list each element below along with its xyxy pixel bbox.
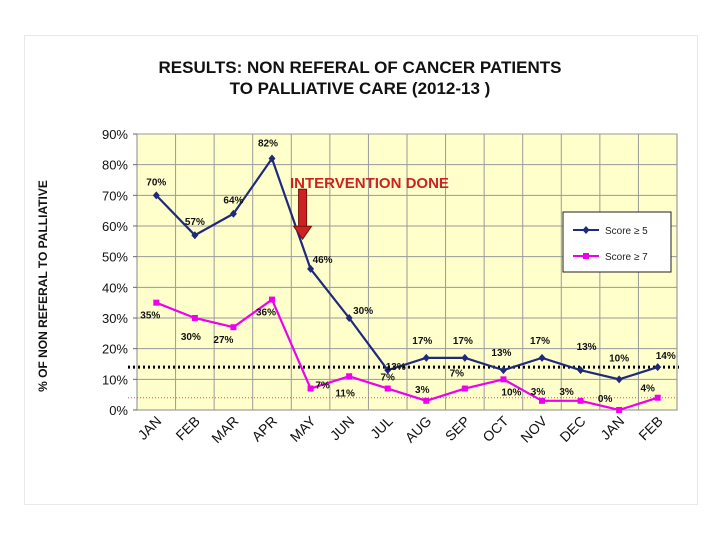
data-label: 3% [559,387,574,398]
data-label: 82% [258,139,278,150]
data-label: 14% [656,351,676,362]
data-label: 46% [313,255,333,266]
data-label: 13% [491,348,511,359]
data-point [423,397,430,404]
data-label: 17% [412,336,432,347]
series-line-score-7 [155,297,659,412]
data-point [345,314,353,322]
y-tick-label: 0% [109,403,128,418]
chart-title-line-2: TO PALLIATIVE CARE (2012-13 ) [229,79,491,98]
legend-marker [582,226,590,234]
data-label: 70% [146,177,166,188]
intervention-arrow-head [292,225,313,241]
legend-box [562,211,672,273]
data-point [539,397,545,404]
data-point [577,366,585,375]
y-tick-label: 40% [102,280,128,295]
data-point [229,209,237,218]
data-label: 13% [386,362,406,373]
data-label: 13% [577,342,597,353]
data-point [461,385,468,392]
chart-title-line-1: RESULTS: NON REFERAL OF CANCER PATIENTS [158,58,562,77]
data-label: 7% [380,373,395,384]
x-tick-label: DEC [556,413,588,445]
data-label: 57% [185,217,205,228]
x-tick-label: JUN [327,413,358,444]
data-point [616,407,623,413]
data-point [538,353,546,362]
x-tick-label: FEB [635,413,666,444]
data-label: 7% [315,381,330,392]
data-point [654,394,661,401]
data-point [615,375,623,384]
data-point [307,385,314,392]
data-label: 0% [598,394,613,405]
data-point [153,299,160,306]
annotation-text: INTERVENTION DONE [290,175,449,192]
y-tick-label: 80% [102,158,128,173]
legend-label: Score ≥ 5 [605,226,648,237]
data-label: 30% [181,332,201,343]
legend-label: Score ≥ 7 [605,252,648,263]
data-point [191,315,198,321]
x-tick-label: JAN [134,413,164,443]
data-point [500,376,507,383]
y-tick-label: 50% [102,250,128,265]
x-tick-label: SEP [442,413,473,444]
data-label: 3% [415,385,430,396]
data-point [422,353,430,362]
data-point [654,363,662,372]
x-tick-label: NOV [517,412,550,445]
y-tick-label: 70% [102,188,128,203]
x-tick-label: MAY [287,412,319,444]
data-point [461,353,469,362]
x-tick-label: FEB [172,413,203,444]
x-tick-label: JUL [367,413,396,442]
x-tick-label: MAR [208,413,241,446]
data-label: 64% [223,196,243,207]
data-label: 35% [140,311,160,322]
data-label: 36% [256,308,276,319]
data-point [307,264,315,273]
data-point [577,397,584,404]
x-tick-label: APR [248,413,280,445]
data-label: 7% [450,369,465,380]
data-label: 3% [531,387,546,398]
data-point [268,154,276,163]
data-point [269,296,275,303]
data-label: 10% [501,387,521,398]
y-tick-label: 30% [102,311,128,326]
y-tick-label: 20% [102,342,128,357]
data-point [152,191,160,200]
data-point [384,366,392,375]
y-tick-label: 90% [102,127,128,142]
y-tick-label: 60% [102,219,128,234]
x-tick-label: AUG [402,413,435,446]
data-label: 11% [335,388,355,399]
y-tick-label: 10% [102,372,128,387]
data-label: 17% [453,336,473,347]
intervention-arrow-shaft [298,188,308,228]
data-point [384,385,391,392]
data-label: 4% [640,384,655,395]
data-point [191,231,199,240]
data-point [499,366,507,375]
data-point [230,324,237,331]
data-point [346,373,353,380]
data-label: 30% [353,306,373,317]
series-line-score-5 [155,156,659,381]
data-label: 17% [530,336,550,347]
data-label: 10% [609,353,629,364]
x-tick-label: OCT [479,412,512,445]
y-axis-label: % OF NON REFERAL TO PALLIATIVE [36,180,50,392]
data-label: 27% [213,335,233,346]
legend-marker [583,253,589,259]
x-tick-label: JAN [597,413,627,443]
